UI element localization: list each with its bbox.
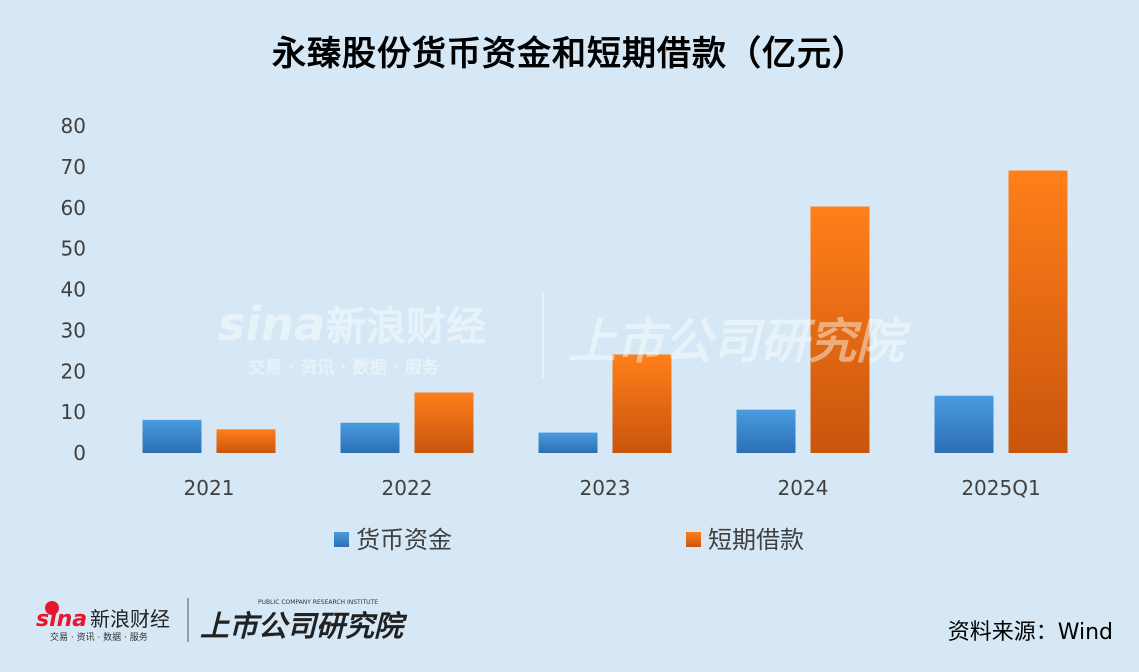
sina-watermark: sina 新浪财经 交易 · 资讯 · 数据 · 服务 上市公司研究院 <box>218 293 912 378</box>
legend-label-short-loans: 短期借款 <box>708 526 804 554</box>
bar-short-loans <box>1008 170 1068 453</box>
footer-institute-cn: 上市公司研究院 <box>200 609 408 643</box>
x-axis: 2021 2022 2023 2024 2025Q1 <box>184 476 1041 500</box>
footer-logo: sina 新浪财经 交易 · 资讯 · 数据 · 服务 PUBLIC COMPA… <box>36 598 408 643</box>
x-tick-label: 2022 <box>382 476 433 500</box>
chart-title: 永臻股份货币资金和短期借款（亿元） <box>272 34 867 74</box>
y-tick-label: 30 <box>61 318 86 342</box>
bar-cash <box>340 422 400 453</box>
bar-short-loans <box>216 429 276 453</box>
watermark-brand: sina <box>218 297 325 351</box>
watermark-sub: 交易 · 资讯 · 数据 · 服务 <box>248 357 440 378</box>
bar-short-loans <box>612 354 672 453</box>
x-tick-label: 2021 <box>184 476 235 500</box>
source-note: 资料来源：Wind <box>947 620 1113 645</box>
y-tick-label: 40 <box>61 278 86 302</box>
watermark-institute: 上市公司研究院 <box>568 314 912 370</box>
bar-cash <box>736 409 796 453</box>
x-tick-label: 2023 <box>580 476 631 500</box>
y-axis: 0 10 20 30 40 50 60 70 80 <box>61 114 86 465</box>
bar-cash <box>934 395 994 453</box>
bar-short-loans <box>810 206 870 453</box>
y-tick-label: 20 <box>61 359 86 383</box>
legend: 货币资金 短期借款 <box>334 526 804 554</box>
bar-chart: 0 10 20 30 40 50 60 70 80 2021 2022 2023 2024 2025Q1… <box>61 114 1068 554</box>
bar-cash <box>142 419 202 453</box>
legend-swatch-short-loans <box>686 532 701 547</box>
footer-brand-cn: 新浪财经 <box>90 607 170 631</box>
watermark-brand-cn: 新浪财经 <box>326 304 486 350</box>
legend-swatch-cash <box>334 532 349 547</box>
legend-label-cash: 货币资金 <box>356 526 452 554</box>
y-tick-label: 70 <box>61 155 86 179</box>
y-tick-label: 60 <box>61 196 86 220</box>
sina-eye-icon <box>45 601 59 615</box>
y-tick-label: 10 <box>61 400 86 424</box>
bar-short-loans <box>414 392 474 453</box>
bar-cash <box>538 432 598 453</box>
y-tick-label: 50 <box>61 237 86 261</box>
footer-brand: sina <box>36 607 87 632</box>
bars <box>142 170 1068 453</box>
footer-sub: 交易 · 资讯 · 数据 · 服务 <box>50 631 148 643</box>
footer-institute-en: PUBLIC COMPANY RESEARCH INSTITUTE <box>258 599 378 606</box>
y-tick-label: 0 <box>73 441 86 465</box>
y-tick-label: 80 <box>61 114 86 138</box>
x-tick-label: 2025Q1 <box>961 476 1040 500</box>
x-tick-label: 2024 <box>778 476 829 500</box>
